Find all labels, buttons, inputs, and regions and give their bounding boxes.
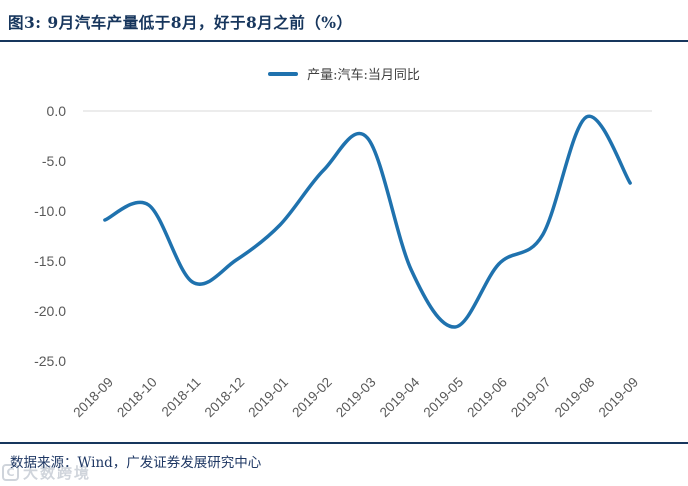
source-note: 数据来源：Wind，广发证券发展研究中心 [10, 455, 262, 471]
y-tick-label: -25.0 [34, 353, 66, 369]
watermark-logo-icon: C [2, 464, 19, 481]
x-tick-label: 2019-08 [552, 375, 598, 421]
title-divider [0, 40, 688, 42]
y-tick-label: 0.0 [47, 103, 67, 119]
x-tick-label: 2019-09 [596, 375, 642, 421]
y-tick-label: -15.0 [34, 253, 66, 269]
watermark-text: 大数跨境 [23, 464, 92, 482]
figure-title: 图3: 9月汽车产量低于8月，好于8月之前（%） [8, 13, 353, 32]
legend: 产量:汽车:当月同比 [0, 64, 688, 83]
watermark: C 大数跨境 [2, 462, 91, 483]
footer-divider [0, 442, 688, 444]
x-tick-label: 2019-05 [421, 375, 467, 421]
legend-line-swatch [268, 71, 299, 76]
x-tick-label: 2019-06 [464, 375, 510, 421]
x-tick-label: 2018-10 [114, 375, 160, 421]
x-tick-label: 2018-12 [202, 375, 248, 421]
legend-series-label: 产量:汽车:当月同比 [307, 68, 420, 83]
x-tick-label: 2019-01 [245, 375, 291, 421]
x-tick-label: 2019-02 [289, 375, 335, 421]
x-tick-label: 2019-03 [333, 375, 379, 421]
x-tick-label: 2018-09 [70, 375, 116, 421]
x-tick-label: 2018-11 [159, 375, 204, 420]
y-tick-label: -5.0 [42, 153, 66, 169]
y-tick-label: -20.0 [34, 303, 66, 319]
y-tick-label: -10.0 [34, 203, 66, 219]
x-tick-label: 2019-04 [377, 374, 423, 420]
x-tick-label: 2019-07 [508, 375, 554, 421]
series-line [103, 114, 632, 329]
